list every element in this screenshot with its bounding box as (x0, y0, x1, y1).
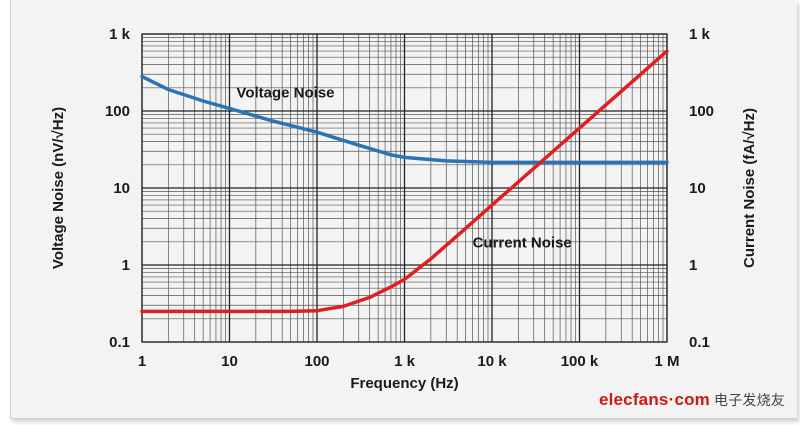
x-tick-label: 10 (221, 353, 238, 370)
watermark-logo: elecfans·com 电子发烧友 (599, 390, 785, 410)
plot-border (141, 33, 668, 343)
watermark-text: elecfans·com (598, 390, 710, 409)
x-tick-label: 1 (138, 353, 146, 370)
x-tick-label: 100 (304, 353, 329, 370)
y-tick-label-right: 10 (689, 180, 706, 197)
series-layer: Voltage Noise Current Noise (140, 49, 669, 314)
x-tick-label: 10 k (477, 353, 507, 370)
y-tick-label-right: 0.1 (689, 334, 710, 351)
series-line-current-noise (140, 49, 669, 314)
series-label-current-noise: Current Noise (473, 234, 572, 251)
x-tick-label: 1 M (654, 353, 679, 370)
y-tick-label-left: 100 (105, 103, 130, 120)
y-tick-label-left: 1 k (109, 26, 131, 43)
y-axis-title-right: Current Noise (fA/√Hz) (741, 108, 758, 268)
x-tick-label: 1 k (394, 353, 416, 370)
x-tick-label: 100 k (561, 353, 599, 370)
tick-layer: 1 10 100 1 k 10 k 100 k 1 M 0.1 1 10 100 1 k 0.1 1 10 1… (105, 26, 714, 370)
watermark-cn: 电子发烧友 (714, 392, 785, 408)
y-tick-label-left: 0.1 (109, 334, 130, 351)
series-label-voltage-noise: Voltage Noise (236, 84, 334, 101)
y-tick-label-right: 1 k (689, 26, 711, 43)
y-axis-title-left: Voltage Noise (nV/√Hz) (50, 107, 67, 269)
y-tick-label-right: 1 (689, 257, 697, 274)
chart-frame: Voltage Noise Current Noise 1 10 100 1 k 10 k… (10, 0, 797, 419)
y-tick-label-left: 10 (113, 180, 130, 197)
y-tick-label-left: 1 (122, 257, 130, 274)
y-tick-label-right: 100 (689, 103, 714, 120)
noise-chart: Voltage Noise Current Noise 1 10 100 1 k 10 k… (50, 26, 758, 392)
x-axis-title: Frequency (Hz) (350, 375, 458, 392)
series-line-voltage-noise (140, 74, 669, 165)
